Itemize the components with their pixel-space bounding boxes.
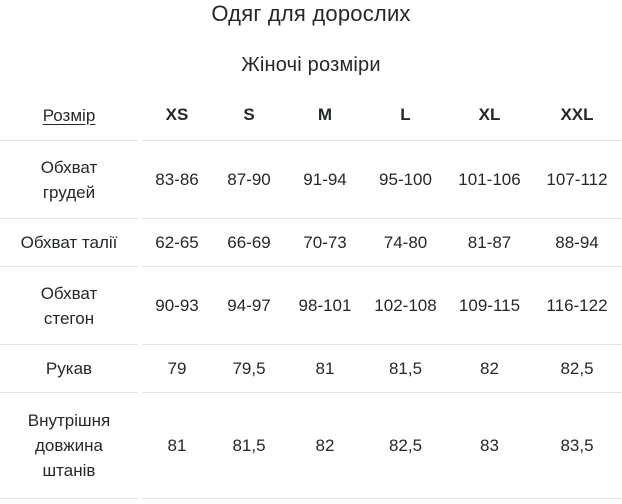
- table-cell: 74-80: [383, 232, 428, 252]
- row-values: 83-86 87-90 91-94 95-100 101-106 107-112: [142, 141, 622, 219]
- row-label-hips: Обхват стегон: [0, 267, 138, 345]
- table-row-waist: Обхват талії 62-65 66-69 70-73 74-80 81-…: [0, 219, 622, 267]
- size-column-header: Розмір: [0, 90, 138, 141]
- table-cell: 83,5: [560, 435, 594, 455]
- row-label-waist: Обхват талії: [0, 219, 138, 267]
- table-cell: 101-106: [458, 169, 521, 189]
- column-header-m: M: [317, 105, 333, 124]
- size-table: Розмір XS S M L XL XXL Обхват грудей 83-…: [0, 90, 622, 499]
- page-title: Одяг для дорослих: [211, 1, 411, 26]
- row-values: 90-93 94-97 98-101 102-108 109-115 116-1…: [142, 267, 622, 345]
- column-header-xs: XS: [165, 105, 189, 124]
- table-cell: 79: [167, 358, 187, 378]
- table-cell: 102-108: [374, 295, 437, 315]
- table-cell: 66-69: [227, 232, 271, 252]
- table-row-inseam: Внутрішня довжина штанів 81 81,5 82 82,5…: [0, 393, 622, 499]
- table-cell: 82,5: [388, 435, 423, 455]
- table-cell: 79,5: [232, 358, 266, 378]
- table-cell: 87-90: [227, 169, 271, 189]
- table-cell: 116-122: [546, 295, 608, 315]
- table-cell: 82: [315, 435, 335, 455]
- table-header-row: Розмір XS S M L XL XXL: [0, 90, 622, 141]
- table-cell: 82: [480, 358, 499, 378]
- row-label-sleeve: Рукав: [0, 345, 138, 393]
- table-cell: 83: [480, 435, 499, 455]
- table-cell: 62-65: [155, 232, 199, 252]
- table-cell: 98-101: [298, 295, 352, 315]
- page-subtitle: Жіночі розміри: [241, 54, 381, 76]
- row-values: 81 81,5 82 82,5 83 83,5: [142, 393, 622, 499]
- row-label-chest: Обхват грудей: [0, 141, 138, 219]
- table-row-sleeve: Рукав 79 79,5 81 81,5 82 82,5: [0, 345, 622, 393]
- table-cell: 81: [167, 435, 187, 455]
- table-row-hips: Обхват стегон 90-93 94-97 98-101 102-108…: [0, 267, 622, 345]
- table-cell: 70-73: [303, 232, 347, 252]
- table-cell: 81,5: [388, 358, 423, 378]
- table-cell: 109-115: [458, 295, 521, 315]
- column-header-s: S: [243, 105, 255, 124]
- header-values: XS S M L XL XXL: [142, 90, 622, 141]
- column-header-xxl: XXL: [560, 105, 594, 124]
- row-values: 62-65 66-69 70-73 74-80 81-87 88-94: [142, 219, 622, 267]
- table-row-chest: Обхват грудей 83-86 87-90 91-94 95-100 1…: [0, 141, 622, 219]
- column-header-l: L: [400, 105, 411, 124]
- table-cell: 94-97: [227, 295, 271, 315]
- table-cell: 81-87: [467, 232, 512, 252]
- row-values: 79 79,5 81 81,5 82 82,5: [142, 345, 622, 393]
- table-cell: 81: [315, 358, 335, 378]
- table-cell: 95-100: [379, 169, 432, 189]
- table-cell: 91-94: [303, 169, 347, 189]
- row-label-inseam: Внутрішня довжина штанів: [0, 393, 138, 499]
- table-cell: 88-94: [555, 232, 599, 252]
- table-cell: 81,5: [232, 435, 266, 455]
- table-cell: 83-86: [155, 169, 199, 189]
- table-cell: 90-93: [155, 295, 199, 315]
- table-cell: 107-112: [546, 169, 608, 189]
- table-cell: 82,5: [560, 358, 594, 378]
- column-header-xl: XL: [478, 105, 501, 124]
